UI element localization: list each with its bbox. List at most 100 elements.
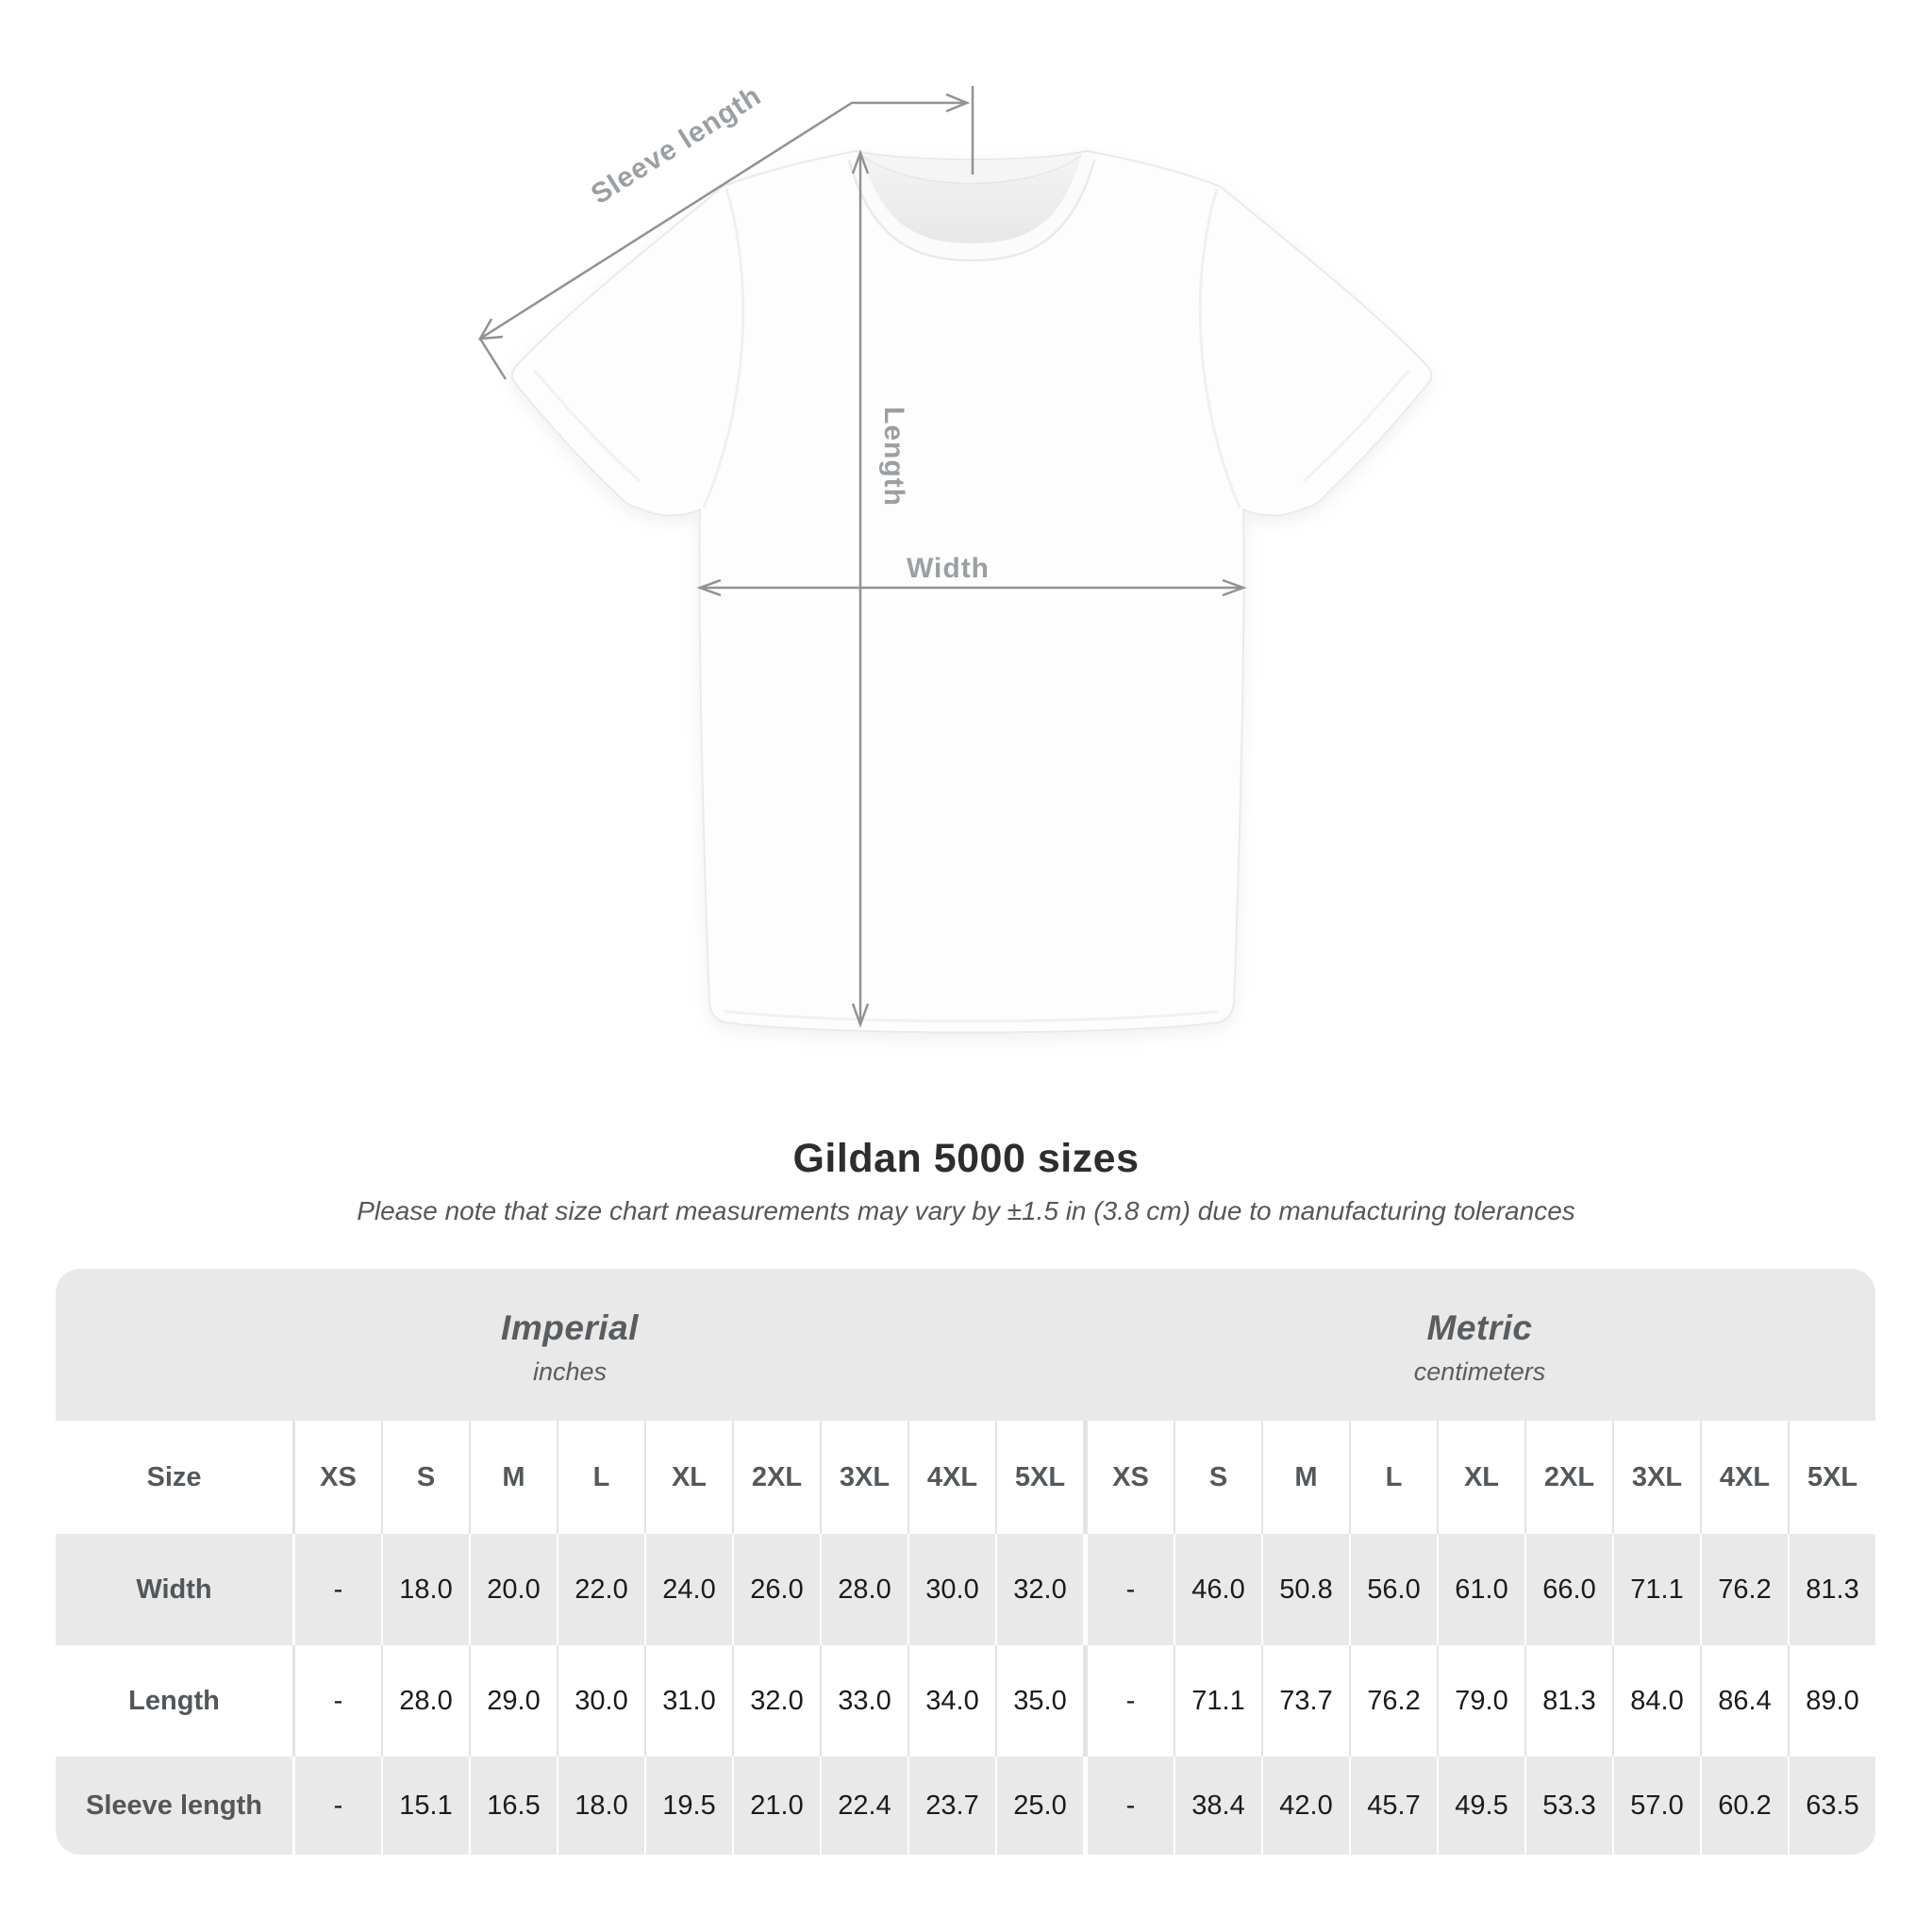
table-row: Sleeve length -15.1 16.5 18.0 19.5 21.0 22.4 23…: [56, 1757, 1875, 1855]
size-header-cell: 4XL: [908, 1421, 995, 1534]
metric-sublabel: centimeters: [1413, 1357, 1546, 1386]
metric-header: Metric centimeters: [1084, 1269, 1875, 1421]
value-cell: 35.0: [995, 1645, 1083, 1757]
size-header-cell: M: [469, 1421, 557, 1534]
value-cell: 33.0: [820, 1645, 908, 1757]
imperial-sublabel: inches: [532, 1357, 608, 1386]
value-cell: 32.0: [732, 1645, 820, 1757]
value-cell: 86.4: [1700, 1645, 1788, 1757]
value-cell: 20.0: [469, 1534, 557, 1645]
value-cell: 79.0: [1437, 1645, 1524, 1757]
value-cell: 21.0: [732, 1757, 820, 1855]
row-label: Width: [136, 1574, 212, 1605]
value-cell: 66.0: [1524, 1534, 1612, 1645]
value-cell: 71.1: [1174, 1645, 1261, 1757]
value-cell: 38.4: [1174, 1757, 1261, 1855]
tshirt-body: [510, 149, 1433, 1034]
value-cell: 24.0: [644, 1534, 732, 1645]
row-label: Sleeve length: [86, 1790, 262, 1821]
size-header-cell: XL: [644, 1421, 732, 1534]
size-header-cell: 2XL: [732, 1421, 820, 1534]
value-cell: 28.0: [820, 1534, 908, 1645]
size-header-cell: XS: [292, 1421, 381, 1534]
value-cell: -: [1083, 1645, 1174, 1757]
tshirt-diagram: Sleeve length Length Width: [477, 80, 1433, 1034]
sleeve-length-arrow: [477, 86, 974, 380]
value-cell: 22.0: [557, 1534, 644, 1645]
value-cell: -: [292, 1534, 381, 1645]
length-label: Length: [878, 407, 909, 507]
size-header-cell: L: [557, 1421, 644, 1534]
value-cell: 50.8: [1261, 1534, 1349, 1645]
size-column-header: Size: [146, 1461, 202, 1492]
size-table: Imperial inches Metric centimeters Size …: [56, 1269, 1875, 1855]
size-header-cell: S: [381, 1421, 469, 1534]
size-header-cell: 3XL: [820, 1421, 908, 1534]
table-row: Length -28.0 29.0 30.0 31.0 32.0 33.0 34.0 35.0-…: [56, 1645, 1875, 1757]
table-rows: Width -18.0 20.0 22.0 24.0 26.0 28.0 30.0 32.0-4…: [56, 1534, 1875, 1855]
value-cell: 25.0: [995, 1757, 1083, 1855]
value-cell: 63.5: [1788, 1757, 1875, 1855]
value-cell: 76.2: [1700, 1534, 1788, 1645]
value-cell: 31.0: [644, 1645, 732, 1757]
size-header-cell: L: [1349, 1421, 1437, 1534]
value-cell: 71.1: [1612, 1534, 1700, 1645]
value-cell: 57.0: [1612, 1757, 1700, 1855]
value-cell: 53.3: [1524, 1757, 1612, 1855]
value-cell: 76.2: [1349, 1645, 1437, 1757]
value-cell: 34.0: [908, 1645, 995, 1757]
size-header-cell: XS: [1083, 1421, 1174, 1534]
value-cell: 81.3: [1524, 1645, 1612, 1757]
size-header-cell: 4XL: [1700, 1421, 1788, 1534]
value-cell: 22.4: [820, 1757, 908, 1855]
size-header-cell: 5XL: [1788, 1421, 1875, 1534]
value-cell: 18.0: [557, 1757, 644, 1855]
width-label: Width: [907, 553, 990, 584]
value-cell: 56.0: [1349, 1534, 1437, 1645]
value-cell: 84.0: [1612, 1645, 1700, 1757]
units-band: Imperial inches Metric centimeters: [56, 1269, 1875, 1421]
measurement-annotations: [477, 86, 1247, 1028]
tshirt-neck-opening: [857, 151, 1087, 245]
value-cell: 60.2: [1700, 1757, 1788, 1855]
tshirt-image: [510, 149, 1433, 1034]
width-arrow: [696, 578, 1247, 597]
value-cell: 46.0: [1174, 1534, 1261, 1645]
value-cell: 16.5: [469, 1757, 557, 1855]
row-label: Length: [128, 1685, 220, 1716]
value-cell: 61.0: [1437, 1534, 1524, 1645]
value-cell: 32.0: [995, 1534, 1083, 1645]
value-cell: 28.0: [381, 1645, 469, 1757]
size-header-cell: M: [1261, 1421, 1349, 1534]
page-title: Gildan 5000 sizes: [792, 1136, 1140, 1181]
value-cell: 73.7: [1261, 1645, 1349, 1757]
value-cell: -: [1083, 1534, 1174, 1645]
value-cell: 23.7: [908, 1757, 995, 1855]
value-cell: 81.3: [1788, 1534, 1875, 1645]
value-cell: 29.0: [469, 1645, 557, 1757]
value-cell: -: [292, 1757, 381, 1855]
value-cell: 15.1: [381, 1757, 469, 1855]
tolerance-note: Please note that size chart measurements…: [357, 1196, 1575, 1225]
imperial-label: Imperial: [501, 1308, 639, 1347]
size-header-row: Size XS S M L XL 2XL 3XL 4XL 5XL XS S M L XL 2XL 3XL 4XL…: [56, 1421, 1875, 1534]
metric-label: Metric: [1426, 1308, 1533, 1347]
value-cell: -: [292, 1645, 381, 1757]
value-cell: 45.7: [1349, 1757, 1437, 1855]
imperial-header: Imperial inches: [56, 1269, 1084, 1421]
size-header-cell: 5XL: [995, 1421, 1083, 1534]
value-cell: 30.0: [557, 1645, 644, 1757]
value-cell: 26.0: [732, 1534, 820, 1645]
size-header-cell: XL: [1437, 1421, 1524, 1534]
size-header-cell: 3XL: [1612, 1421, 1700, 1534]
size-header-cell: 2XL: [1524, 1421, 1612, 1534]
value-cell: 30.0: [908, 1534, 995, 1645]
value-cell: 42.0: [1261, 1757, 1349, 1855]
table-row: Width -18.0 20.0 22.0 24.0 26.0 28.0 30.0 32.0-4…: [56, 1534, 1875, 1645]
value-cell: 49.5: [1437, 1757, 1524, 1855]
size-header-cell: S: [1174, 1421, 1261, 1534]
value-cell: 89.0: [1788, 1645, 1875, 1757]
value-cell: 19.5: [644, 1757, 732, 1855]
value-cell: -: [1083, 1757, 1174, 1855]
